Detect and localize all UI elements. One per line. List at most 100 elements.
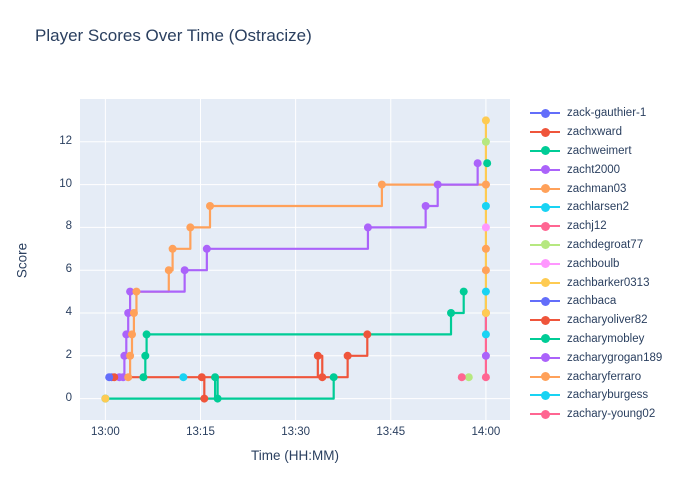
x-tick-label: 13:00	[90, 426, 120, 438]
series-marker-zacharygrogan189	[363, 223, 372, 232]
y-tick-label: 0	[65, 391, 72, 404]
legend-item-zachweimert[interactable]: zachweimert	[530, 142, 698, 161]
series-marker-zacharymobley	[329, 373, 338, 382]
legend-marker-dot	[541, 390, 550, 400]
series-marker-zachman03	[186, 223, 195, 232]
legend-line-marker	[530, 372, 560, 382]
legend-item-zachxward[interactable]: zachxward	[530, 123, 698, 142]
series-marker-zacharygrogan189	[122, 330, 131, 339]
x-tick-label: 14:00	[471, 426, 501, 438]
legend-item-zacharymobley[interactable]: zacharymobley	[530, 330, 698, 349]
series-marker-zachxward	[363, 330, 372, 339]
legend-line-marker	[530, 353, 560, 363]
legend-label: zachboulb	[567, 257, 620, 270]
legend-marker-dot	[541, 278, 550, 288]
legend-item-zachboulb[interactable]: zachboulb	[530, 254, 698, 273]
legend-item-zachdegroat77[interactable]: zachdegroat77	[530, 236, 698, 255]
legend-item-zacharyoliver82[interactable]: zacharyoliver82	[530, 311, 698, 330]
series-marker-zachman03	[128, 330, 137, 339]
legend-marker-dot	[541, 296, 550, 306]
legend-item-zachlarsen2[interactable]: zachlarsen2	[530, 198, 698, 217]
legend-line-marker	[530, 278, 560, 288]
x-tick-label: 13:15	[186, 426, 215, 438]
series-marker-zachman03	[126, 351, 135, 360]
legend-label: zachbaca	[567, 295, 617, 308]
legend-label: zachweimert	[567, 144, 632, 157]
legend-label: zachlarsen2	[567, 201, 630, 214]
legend-marker-dot	[541, 127, 550, 137]
legend-item-zacharyferraro[interactable]: zacharyferraro	[530, 367, 698, 386]
legend-item-zachj12[interactable]: zachj12	[530, 217, 698, 236]
series-marker-zacharygrogan189	[126, 287, 135, 296]
legend-item-zachman03[interactable]: zachman03	[530, 179, 698, 198]
x-tick-label: 13:30	[281, 426, 311, 438]
legend-label: zacharyoliver82	[567, 314, 648, 327]
legend-marker-dot	[541, 184, 550, 194]
legend-label: zacharymobley	[567, 332, 645, 345]
legend-label: zack-gauthier-1	[567, 107, 647, 120]
legend-marker-dot	[541, 259, 550, 269]
series-marker-zacharygrogan189	[433, 180, 442, 189]
series-marker-zachweimert	[483, 159, 492, 168]
series-marker-zachweimert	[459, 287, 468, 296]
series-marker-zachweimert	[141, 351, 150, 360]
legend-label: zachj12	[567, 220, 607, 233]
legend-marker-dot	[541, 409, 550, 419]
series-marker-zacharygrogan189	[421, 202, 430, 210]
legend-label: zachxward	[567, 126, 622, 139]
y-tick-label: 6	[65, 263, 72, 276]
series-marker-zacharyferraro	[481, 244, 490, 253]
legend-label: zacht2000	[567, 163, 621, 176]
legend-line-marker	[530, 165, 560, 175]
y-tick-label: 10	[59, 177, 72, 190]
legend-marker-dot	[541, 165, 550, 175]
series-marker-zachxward	[318, 373, 327, 382]
legend-line-marker	[530, 240, 560, 250]
series-marker-zachboulb	[481, 223, 490, 232]
series-marker-zacht2000	[481, 351, 490, 360]
y-tick-label: 4	[65, 306, 72, 318]
legend-line-marker	[530, 334, 560, 344]
series-marker-zachman03	[132, 287, 141, 296]
series-marker-zachbarker0313	[101, 394, 110, 403]
legend-item-zack-gauthier-1[interactable]: zack-gauthier-1	[530, 104, 698, 123]
legend-line-marker	[530, 259, 560, 269]
series-marker-zacharygrogan189	[473, 159, 482, 168]
x-axis-title: Time (HH:MM)	[251, 448, 339, 463]
legend-item-zachary-young02[interactable]: zachary-young02	[530, 405, 698, 420]
series-marker-zachman03	[164, 266, 173, 275]
series-marker-zachdegroat77	[464, 373, 473, 382]
legend-marker-dot	[541, 353, 550, 363]
y-tick-label: 8	[65, 220, 72, 233]
legend-line-marker	[530, 184, 560, 194]
legend-line-marker	[530, 296, 560, 306]
legend-item-zacharyburgess[interactable]: zacharyburgess	[530, 386, 698, 405]
series-marker-zachweimert	[447, 309, 456, 317]
series-marker-zacharygrogan189	[120, 351, 129, 360]
series-marker-zachman03	[168, 244, 177, 253]
legend-line-marker	[530, 221, 560, 231]
series-marker-zachdegroat77	[481, 137, 490, 146]
series-marker-zachlarsen2	[481, 287, 490, 296]
legend-item-zacharygrogan189[interactable]: zacharygrogan189	[530, 348, 698, 367]
series-marker-zachlarsen2	[179, 373, 188, 382]
legend-line-marker	[530, 409, 560, 419]
legend-marker-dot	[541, 108, 550, 118]
plot-background[interactable]	[80, 99, 510, 420]
series-marker-zacharymobley	[211, 373, 220, 382]
legend-item-zacht2000[interactable]: zacht2000	[530, 160, 698, 179]
series-marker-zacharyburgess	[481, 202, 490, 210]
series-marker-zachman03	[124, 373, 133, 382]
legend-item-zachbaca[interactable]: zachbaca	[530, 292, 698, 311]
legend-line-marker	[530, 202, 560, 212]
legend-item-zachbarker0313[interactable]: zachbarker0313	[530, 273, 698, 292]
series-marker-zachj12	[457, 373, 466, 382]
y-tick-label: 12	[59, 134, 72, 147]
series-marker-zacharygrogan189	[124, 309, 133, 317]
series-marker-zacharyoliver82	[197, 373, 206, 382]
legend-line-marker	[530, 146, 560, 156]
series-marker-zachman03	[377, 180, 386, 189]
series-marker-zachxward	[313, 351, 322, 360]
